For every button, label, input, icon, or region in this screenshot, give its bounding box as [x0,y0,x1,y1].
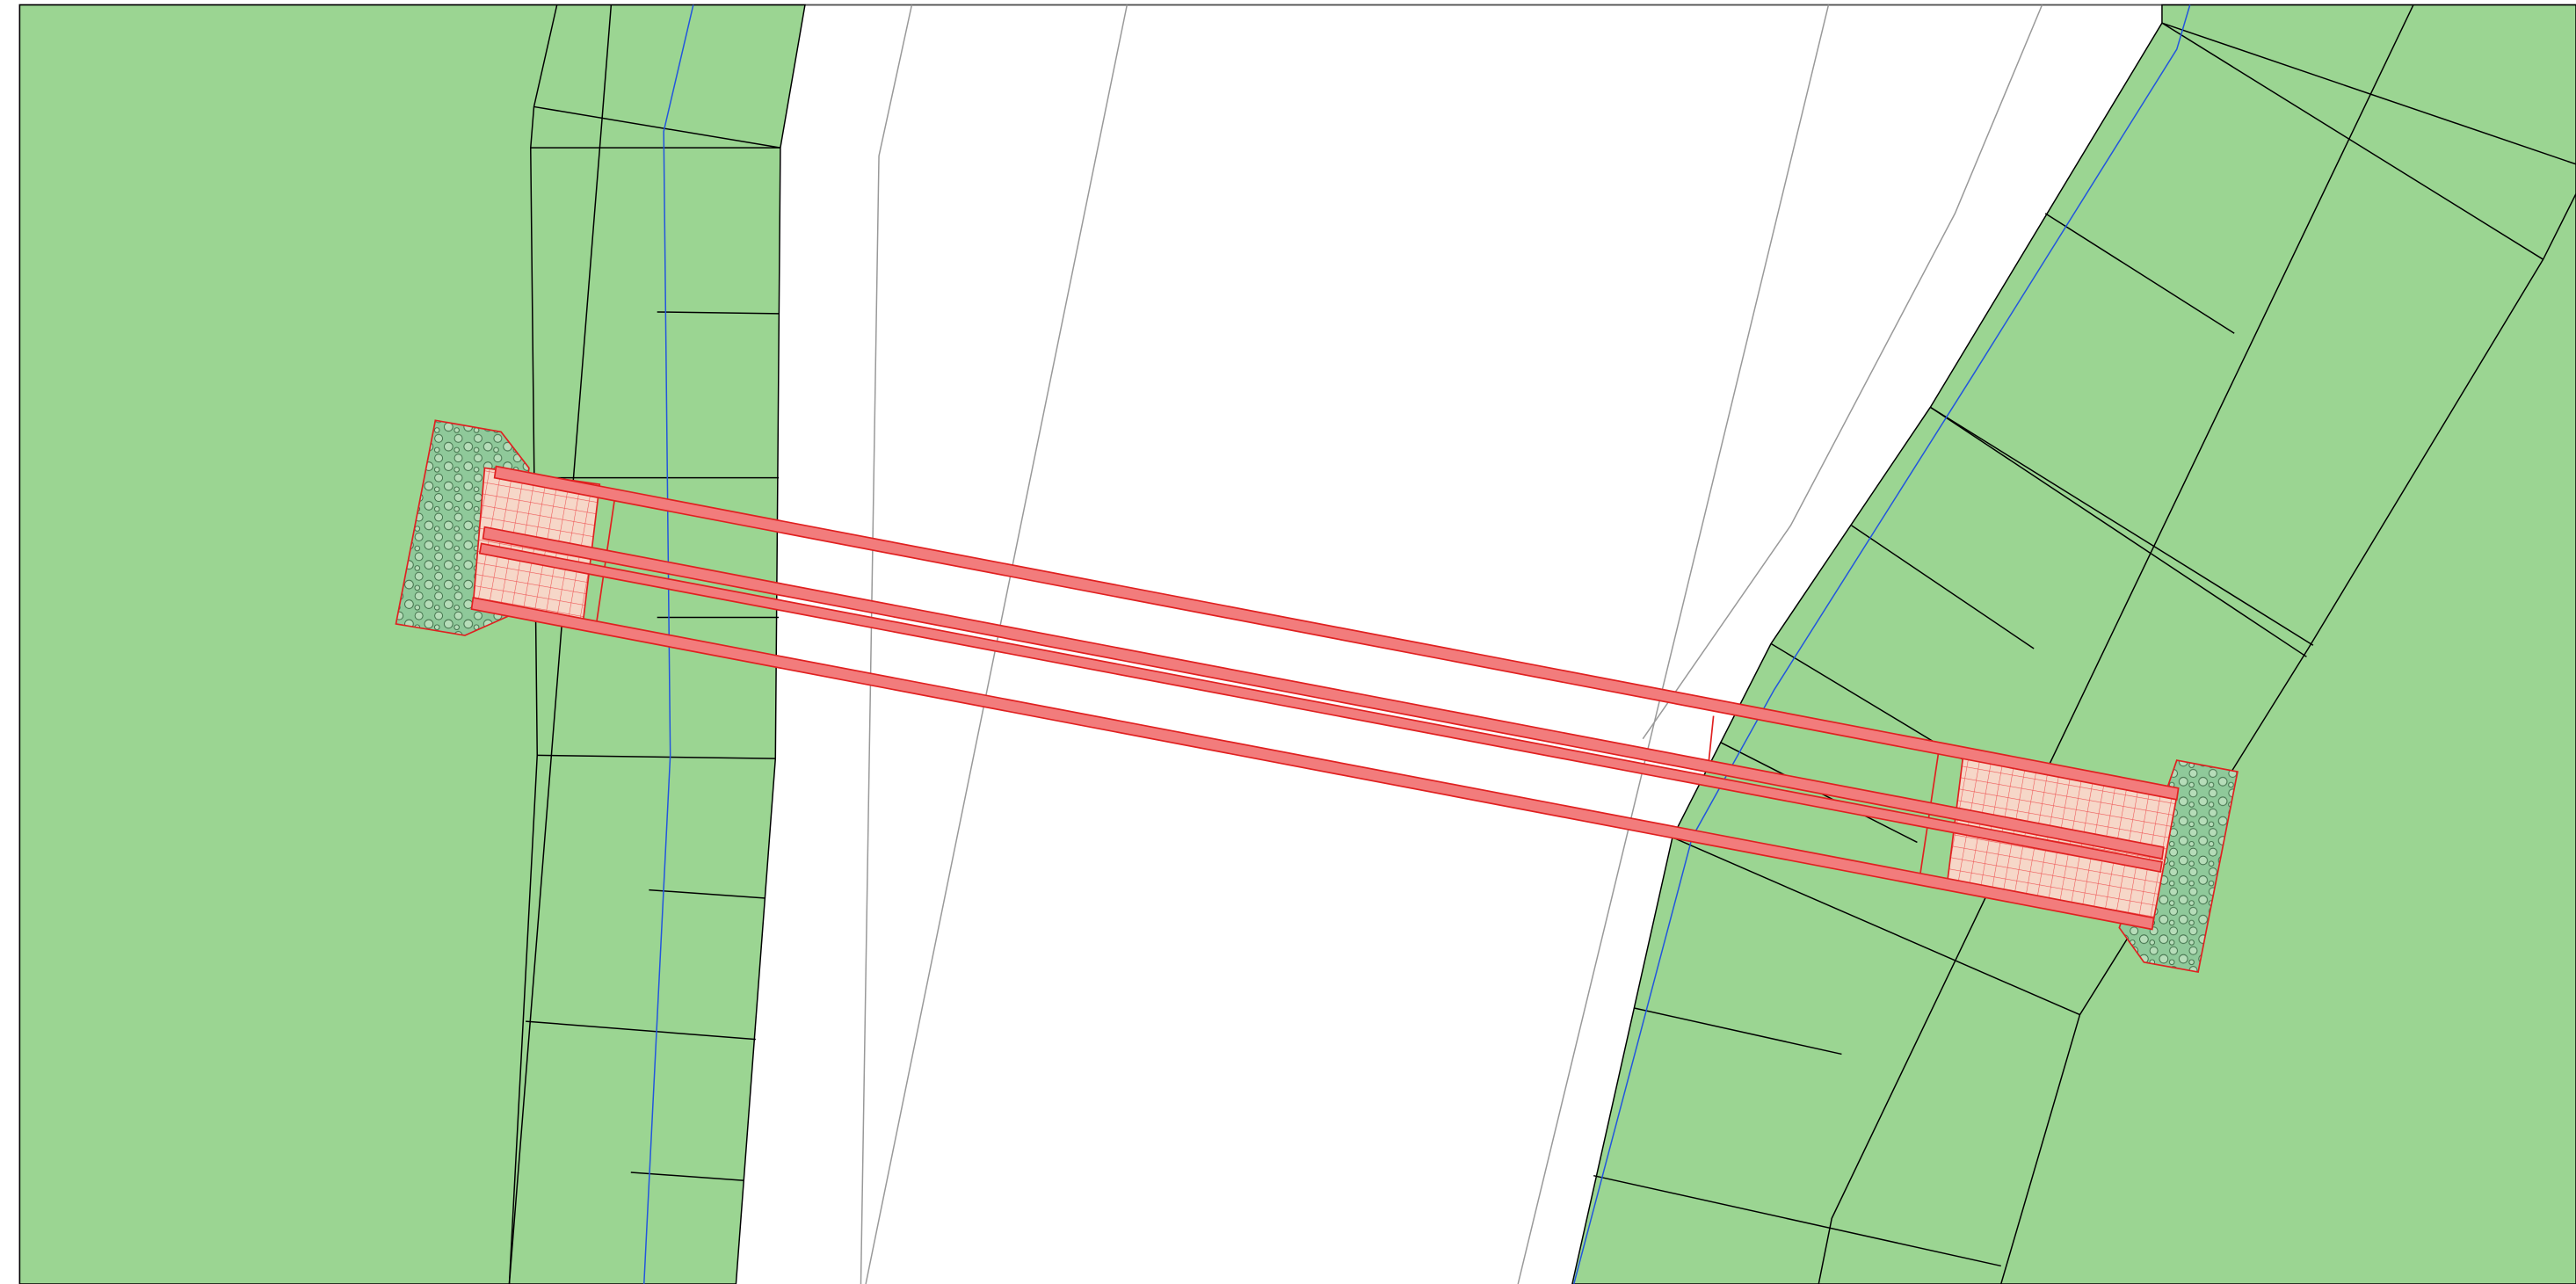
right-lines [1573,4,2576,1284]
left-lines [508,4,781,1284]
bridge-beams [470,465,2180,931]
